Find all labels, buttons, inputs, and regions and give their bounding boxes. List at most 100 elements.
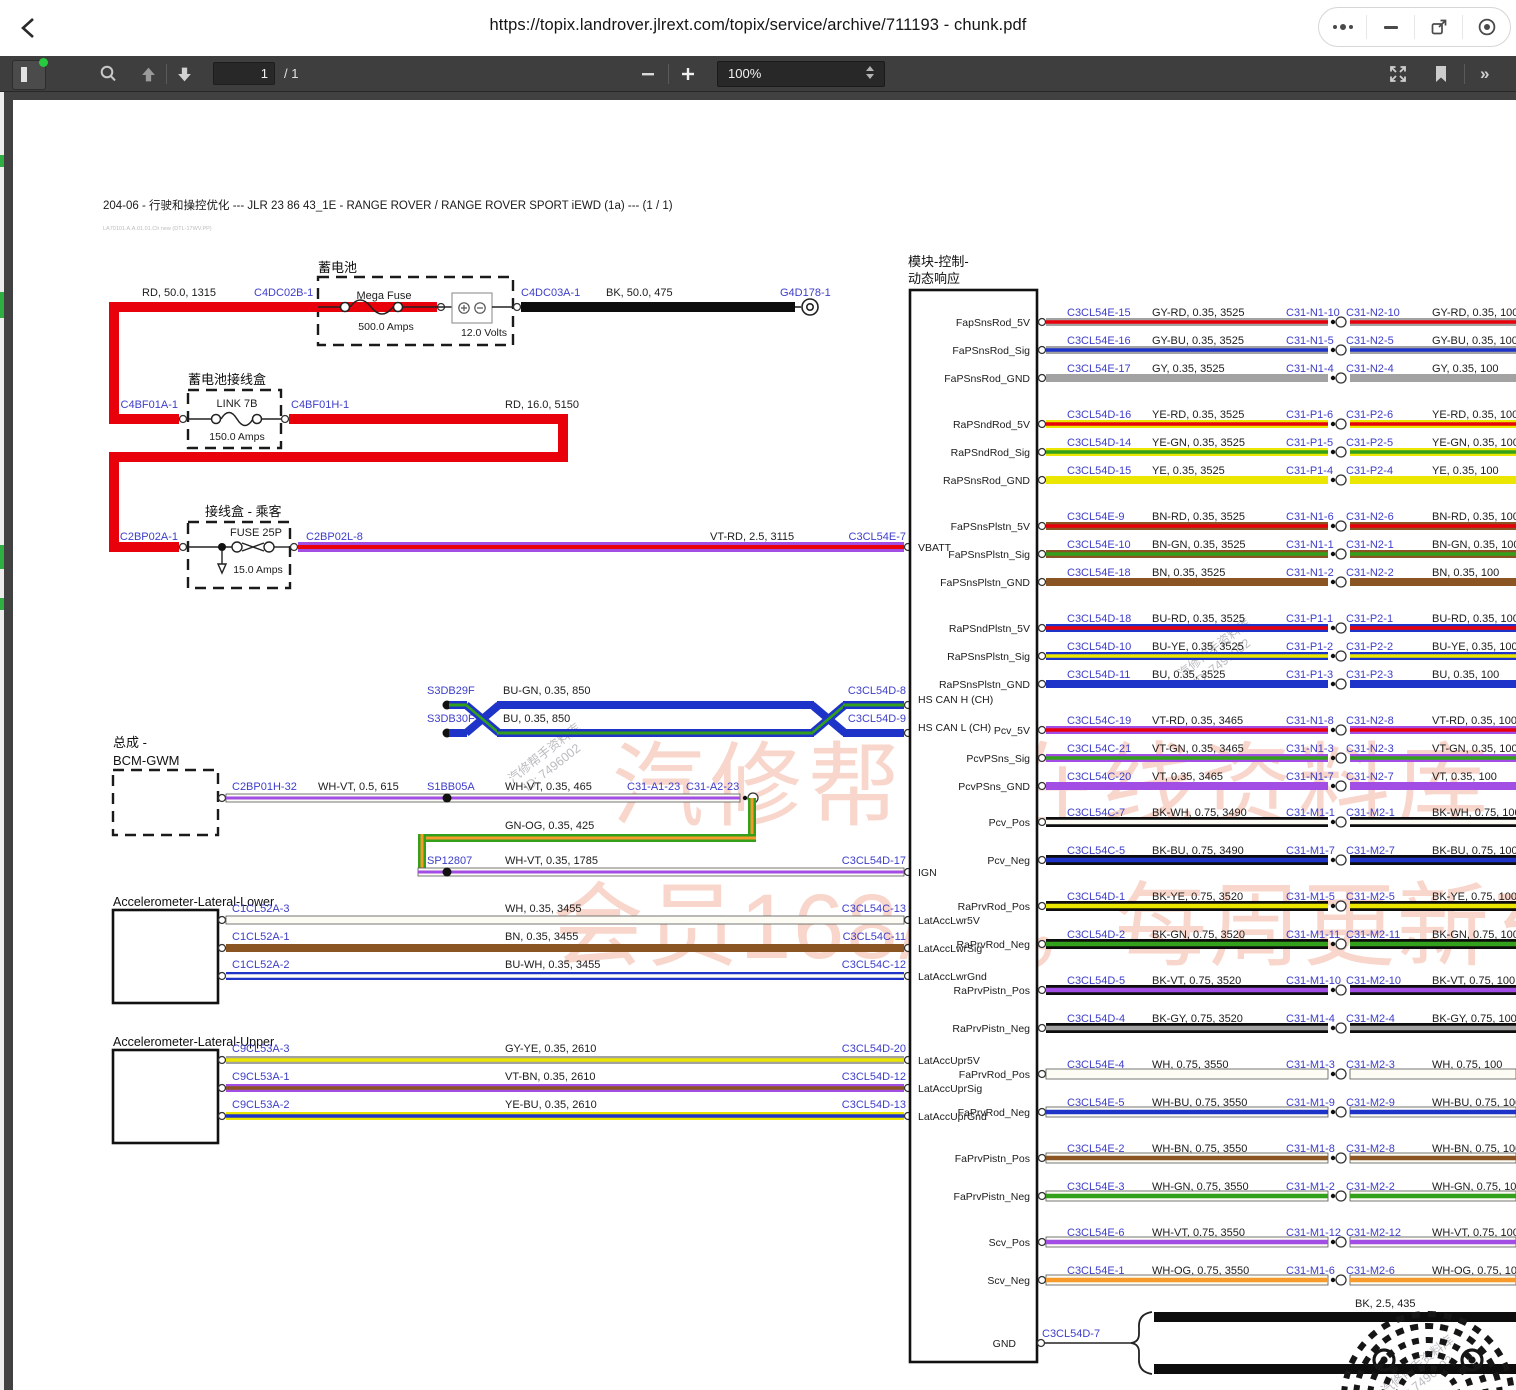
wire-stripe	[1350, 654, 1516, 658]
inline-connector-symbol	[1335, 854, 1347, 866]
accel-lower-title: Accelerometer-Lateral-Lower	[113, 895, 274, 909]
connector-symbol	[280, 414, 290, 424]
module-row: Pcv_5V C3CL54C-19 VT-RD, 0.35, 3465 C31-N1-…	[994, 715, 1516, 737]
inline-connector-label: C31-N2-10	[1346, 307, 1400, 319]
wire-label: BN-GN, 0.35, 100	[1432, 539, 1516, 551]
next-page-button[interactable]	[176, 60, 193, 88]
wire-label: WH-VT, 0.75, 100	[1432, 1227, 1516, 1239]
minimize-icon[interactable]	[1367, 8, 1414, 46]
connector-label: C3CL54C-12	[842, 959, 906, 971]
connector-label: C3CL54D-17	[842, 855, 906, 867]
inline-connector-dot	[1330, 1071, 1336, 1077]
wire-label: YE-RD, 0.35, 3525	[1152, 409, 1244, 421]
back-button[interactable]	[16, 14, 44, 42]
inline-connector-symbol	[1335, 984, 1347, 996]
wire-label: YE, 0.35, 100	[1432, 465, 1499, 477]
connector-label: C4BF01H-1	[291, 399, 349, 411]
inline-connector-symbol	[1335, 372, 1347, 384]
url-text[interactable]: https://topix.landrover.jlrext.com/topix…	[489, 16, 1027, 34]
wire-rd	[109, 452, 568, 462]
connector-symbol	[217, 793, 227, 803]
connector-symbol	[217, 915, 227, 925]
bcm-label-1: 总成 -	[113, 735, 147, 750]
wire-stripe	[1350, 422, 1516, 426]
qr-code	[1341, 1311, 1515, 1390]
wire-segment	[225, 915, 905, 925]
inline-connector-dot	[1330, 625, 1336, 631]
wire-rd	[113, 302, 437, 312]
module-row: FaPSnsPlstn_Sig C3CL54E-10 BN-GN, 0.35, 35…	[948, 539, 1516, 561]
search-icon	[100, 65, 116, 82]
wire-stripe	[1350, 728, 1516, 732]
wire-label: BU-WH, 0.35, 3455	[505, 959, 600, 971]
wire-label: VT-GN, 0.35, 100	[1432, 743, 1516, 755]
bcm-label-2: BCM-GWM	[113, 753, 179, 768]
wire-label: WH-GN, 0.75, 100	[1432, 1181, 1516, 1193]
pin-label: FaPSnsPlstn_5V	[951, 521, 1030, 533]
inline-connector-label: C31-N2-8	[1346, 715, 1394, 727]
wire-label: BK-WH, 0.75, 100	[1432, 807, 1516, 819]
zoom-level-select[interactable]: 100%	[717, 61, 885, 87]
more-options-icon[interactable]	[1319, 8, 1366, 46]
wire-stripe	[226, 1114, 904, 1118]
module-row: FaPrvRod_Pos C3CL54E-4 WH, 0.75, 3550 C31-M…	[959, 1059, 1516, 1081]
zoom-in-button[interactable]	[680, 60, 696, 88]
inline-connector-label: C31-M2-3	[1346, 1059, 1395, 1071]
mega-fuse-symbol	[318, 299, 452, 315]
target-circle-icon[interactable]	[1463, 8, 1510, 46]
wire-stripe	[1350, 320, 1516, 324]
inline-connector-label: C31-M1-6	[1286, 1265, 1335, 1277]
wire-label: GY-RD, 0.35, 3525	[1152, 307, 1245, 319]
wire-bk	[521, 302, 795, 312]
wire-segment	[1350, 578, 1516, 586]
accel-row: C9CL53A-3 GY-YE, 0.35, 2610 C3CL54D-20	[217, 1043, 913, 1065]
restore-window-icon[interactable]	[1415, 8, 1462, 46]
module-row: PcvPSns_Sig C3CL54C-21 VT-GN, 0.35, 3465 C3…	[966, 743, 1516, 765]
bjb-label: 蓄电池接线盒	[188, 372, 266, 387]
bcm-dashed-box	[111, 768, 220, 837]
back-chevron-icon	[21, 18, 34, 38]
inline-connector-label: C31-N2-1	[1346, 539, 1394, 551]
wire-stripe	[1046, 987, 1328, 993]
connector-symbol	[1037, 855, 1047, 865]
splice-label: S3DB29F	[427, 685, 475, 697]
inline-connector-dot	[742, 795, 748, 801]
connector-symbol	[1037, 1191, 1047, 1201]
module-row: FaPSnsPlstn_5V C3CL54E-9 BN-RD, 0.35, 3525…	[951, 511, 1516, 533]
connector-label: C3CL54E-2	[1067, 1143, 1124, 1155]
wire-stripe	[298, 545, 904, 549]
bookmark-button[interactable]	[1432, 60, 1450, 88]
wire-segment	[1046, 680, 1328, 688]
wire-label: BK, 2.5, 435	[1355, 1298, 1416, 1310]
inline-connector-dot	[1330, 681, 1336, 687]
pin-label: HS CAN L (CH)	[918, 722, 991, 734]
wire-label: WH-VT, 0.35, 1785	[505, 855, 598, 867]
pin-label: FaPSnsPlstn_Sig	[948, 549, 1030, 561]
pin-label: FapSnsRod_5V	[956, 317, 1030, 329]
fuse-name: LINK 7B	[217, 398, 258, 410]
inline-connector-label: C31-P1-3	[1286, 669, 1333, 681]
more-tools-button[interactable]: »	[1480, 64, 1490, 83]
scroll-strip[interactable]	[0, 92, 4, 1390]
sidebar-toggle-button[interactable]	[12, 58, 48, 90]
pin-label: RaPrvRod_Neg	[956, 939, 1030, 951]
zoom-out-button[interactable]	[640, 60, 656, 88]
previous-page-button[interactable]	[140, 60, 157, 88]
wire-label: WH, 0.75, 3550	[1152, 1059, 1228, 1071]
scroll-strip-marks	[0, 155, 4, 610]
search-button[interactable]	[98, 60, 118, 88]
inline-connector-label: C31-P2-2	[1346, 641, 1393, 653]
connector-label: C9CL53A-2	[232, 1099, 289, 1111]
inline-connector-label: C31-P1-6	[1286, 409, 1333, 421]
inline-connector-symbol	[1335, 520, 1347, 532]
wire-segment	[1349, 1068, 1516, 1080]
page-number-input[interactable]: 1	[213, 62, 275, 85]
connector-label: C3CL54D-14	[1067, 437, 1131, 449]
presentation-mode-button[interactable]	[1388, 60, 1408, 88]
wire-label: VT, 0.35, 100	[1432, 771, 1497, 783]
wire-stripe	[1046, 941, 1328, 947]
connector-symbol	[1037, 345, 1047, 355]
pin-label: RaPrvRod_Pos	[958, 901, 1030, 913]
fuse-rating: 15.0 Amps	[233, 564, 283, 576]
connector-label: C3CL54C-21	[1067, 743, 1131, 755]
